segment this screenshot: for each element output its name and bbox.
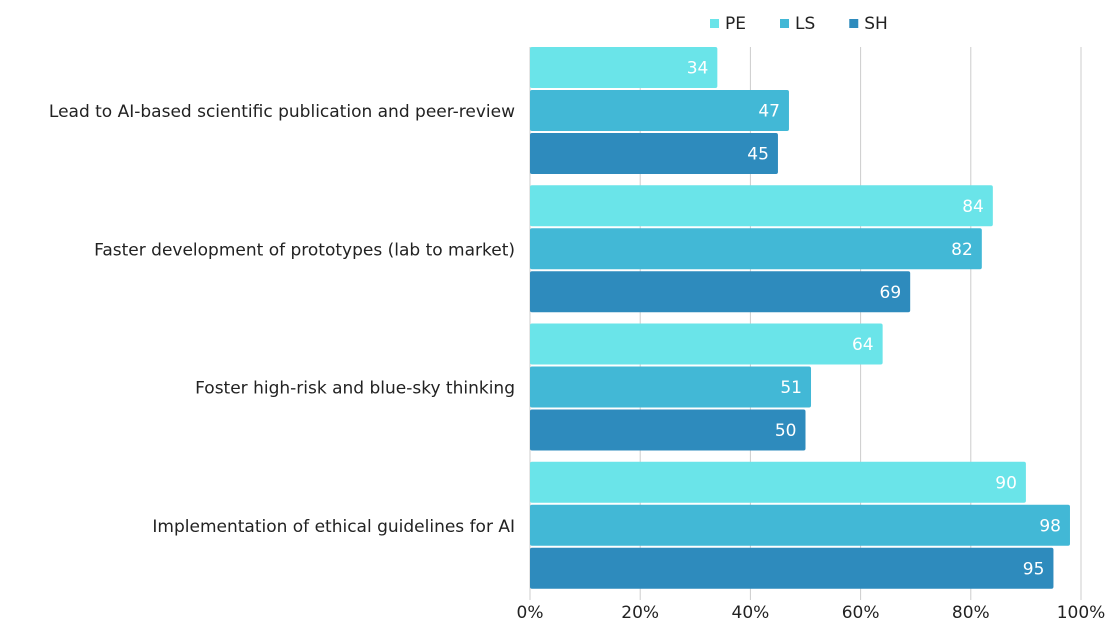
value-label: 84: [962, 197, 984, 217]
category-label: Lead to AI-based scientific publication …: [49, 102, 515, 122]
legend-label: PE: [725, 14, 746, 34]
legend-label: LS: [795, 14, 815, 34]
value-label: 51: [780, 378, 802, 398]
bar: [530, 461, 1026, 503]
category-label: Implementation of ethical guidelines for…: [152, 517, 515, 537]
value-label: 90: [995, 473, 1017, 493]
bar: [530, 185, 993, 227]
category-label: Faster development of prototypes (lab to…: [94, 240, 515, 260]
legend-swatch: [710, 19, 719, 28]
x-tick-label: 80%: [952, 603, 990, 623]
x-tick-label: 40%: [732, 603, 770, 623]
x-tick-label: 60%: [842, 603, 880, 623]
bar: [530, 228, 982, 270]
bar: [530, 47, 718, 88]
x-tick-label: 0%: [517, 603, 544, 623]
bar: [530, 271, 911, 313]
legend-swatch: [849, 19, 859, 28]
x-tick-label: 100%: [1057, 603, 1106, 623]
bar: [530, 504, 1070, 546]
value-label: 95: [1023, 559, 1045, 579]
value-label: 64: [852, 335, 874, 355]
bar: [530, 323, 883, 365]
value-label: 98: [1039, 516, 1061, 536]
value-label: 69: [880, 283, 902, 303]
value-label: 34: [687, 59, 709, 79]
bar: [530, 366, 812, 408]
x-tick-label: 20%: [621, 603, 659, 623]
legend-label: SH: [864, 14, 888, 34]
bar: [530, 133, 778, 174]
bar: [530, 90, 789, 131]
value-label: 45: [747, 145, 769, 165]
category-label: Foster high-risk and blue-sky thinking: [195, 379, 515, 399]
bar: [530, 409, 806, 451]
legend-swatch: [780, 19, 789, 28]
value-label: 47: [758, 102, 780, 122]
value-label: 50: [775, 421, 797, 441]
bar: [530, 547, 1054, 589]
value-label: 82: [951, 240, 973, 260]
